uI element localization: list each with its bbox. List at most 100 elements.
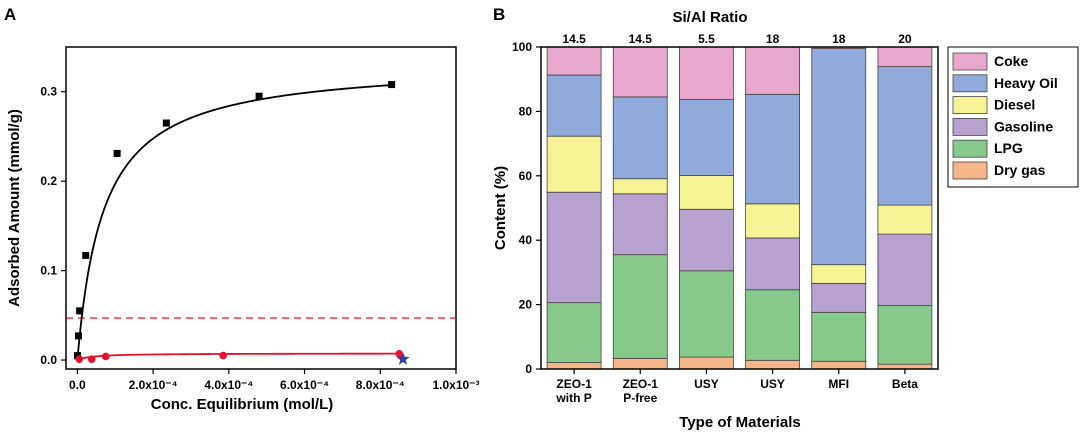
bar-segment-coke: [546, 46, 602, 76]
legend-swatch-diesel: [952, 96, 988, 114]
legend-swatch-lpg: [952, 139, 988, 158]
bar-segment-lpg: [877, 305, 933, 365]
plot-b-top-title: Si/Al Ratio: [672, 9, 747, 26]
bar-segment-diesel: [877, 204, 933, 235]
plot-b-y-axis-title: Content (%): [492, 166, 509, 250]
bar-segment-coke: [612, 46, 668, 98]
x-tick-label: 6.0x10⁻⁴: [280, 378, 329, 392]
si-al-ratio-label: 18: [832, 32, 846, 46]
bar-segment-dry-gas: [679, 356, 734, 370]
bar-segment-coke: [745, 46, 800, 95]
category-label: Beta: [892, 377, 918, 391]
bar-segment-diesel: [745, 203, 800, 239]
y-tick-label: 0.0: [40, 353, 57, 367]
fit-curve-black: [76, 84, 392, 361]
bar-segment-diesel: [612, 178, 668, 195]
bar-segment-gasoline: [679, 208, 734, 272]
plot-b-x-axis-title: Type of Materials: [679, 414, 800, 431]
bar-segment-dry-gas: [612, 357, 668, 370]
plot-a-frame: [65, 46, 457, 370]
y-tick-label: 0.2: [40, 174, 57, 188]
panel-a-letter: A: [4, 5, 16, 24]
legend-swatch-heavy-oil: [952, 74, 988, 93]
legend-label: Gasoline: [994, 118, 1053, 134]
category-label: USY: [694, 377, 719, 391]
y-tick-label: 60: [519, 169, 533, 183]
si-al-ratio-label: 20: [898, 32, 912, 46]
y-tick-label: 80: [519, 104, 533, 118]
adsorption-chart: 0.0 2.0x10⁻⁴ 4.0x10⁻⁴ 6.0x10⁻⁴ 8.0x10⁻⁴ 1.0x1…: [6, 46, 480, 413]
bar-segment-diesel: [679, 175, 734, 210]
plot-a-x-axis-title: Conc. Equilibrium (mol/L): [151, 396, 334, 413]
y-tick-label: 0: [525, 362, 532, 376]
category-label: with P: [555, 391, 591, 405]
plot-a-curves: [66, 84, 456, 361]
x-tick-label: 4.0x10⁻⁴: [204, 378, 253, 392]
bar-segment-dry-gas: [745, 359, 800, 370]
data-point-circle: [395, 349, 404, 358]
bar-segment-heavy-oil: [546, 74, 602, 137]
data-point-circle: [101, 352, 110, 361]
category-label: USY: [760, 377, 785, 391]
data-point-circle: [87, 355, 96, 363]
product-distribution-chart: Si/Al Ratio 14.5 14.5 5.5 18 18 20 0 20 40 60 80 1…: [492, 9, 1079, 431]
si-al-ratio-label: 5.5: [698, 32, 715, 46]
legend-swatch-dry-gas: [952, 161, 988, 180]
bar-segment-gasoline: [745, 237, 800, 291]
y-tick-label: 0.3: [40, 85, 57, 99]
y-tick-label: 40: [519, 233, 533, 247]
fit-curve-red: [76, 352, 400, 361]
si-al-ratio-labels: 14.5 14.5 5.5 18 18 20: [562, 32, 912, 46]
legend-label: Diesel: [994, 97, 1035, 113]
bar-segment-heavy-oil: [679, 99, 734, 176]
bar-segment-heavy-oil: [612, 96, 668, 180]
bar-segment-lpg: [745, 289, 800, 361]
bar-segment-dry-gas: [811, 360, 867, 370]
legend-label: Coke: [994, 53, 1028, 69]
data-point-square: [113, 149, 121, 157]
bar-segment-lpg: [811, 311, 867, 362]
data-point-square: [255, 92, 263, 100]
data-point-square: [388, 81, 396, 89]
data-point-square: [76, 307, 84, 315]
legend-label: Heavy Oil: [994, 75, 1058, 91]
y-tick-label: 0.1: [40, 264, 57, 278]
x-tick-label: 8.0x10⁻⁴: [356, 378, 405, 392]
plot-b-frame: [540, 46, 939, 370]
data-point-square: [162, 119, 170, 127]
data-point-star: [396, 352, 410, 365]
data-point-square: [74, 332, 82, 340]
bar-segment-gasoline: [612, 193, 668, 256]
y-tick-label: 20: [519, 298, 533, 312]
plot-a-ticks: 0.0 2.0x10⁻⁴ 4.0x10⁻⁴ 6.0x10⁻⁴ 8.0x10⁻⁴ 1.0x1…: [40, 85, 479, 392]
bar-segment-heavy-oil: [811, 48, 867, 266]
bar-segment-gasoline: [546, 191, 602, 304]
bar-segment-lpg: [546, 302, 602, 363]
plot-a-points: [73, 81, 410, 365]
si-al-ratio-label: 18: [766, 32, 780, 46]
bar-segment-lpg: [679, 270, 734, 358]
bar-segment-diesel: [811, 264, 867, 284]
legend-label: LPG: [994, 140, 1023, 156]
plot-b-ticks: 0 20 40 60 80 100: [512, 40, 541, 376]
bar-segment-gasoline: [811, 282, 867, 313]
category-label: P-free: [623, 391, 657, 405]
bar-segment-coke: [679, 46, 734, 100]
legend-swatch-gasoline: [952, 118, 988, 136]
bar-segment-heavy-oil: [745, 93, 800, 205]
category-label: ZEO-1: [623, 377, 659, 391]
stacked-bars: [546, 46, 933, 370]
legend-swatch-coke: [952, 52, 988, 71]
category-label: ZEO-1: [556, 377, 592, 391]
category-label: MFI: [828, 377, 849, 391]
data-point-square: [73, 352, 81, 360]
data-point-circle: [75, 355, 84, 363]
bar-segment-dry-gas: [546, 362, 602, 370]
bar-segment-heavy-oil: [877, 66, 933, 206]
legend: Coke Heavy Oil Diesel Gasoline LPG Dry gas: [947, 46, 1079, 188]
si-al-ratio-label: 14.5: [562, 32, 586, 46]
si-al-ratio-label: 14.5: [629, 32, 653, 46]
y-tick-label: 100: [512, 40, 532, 54]
